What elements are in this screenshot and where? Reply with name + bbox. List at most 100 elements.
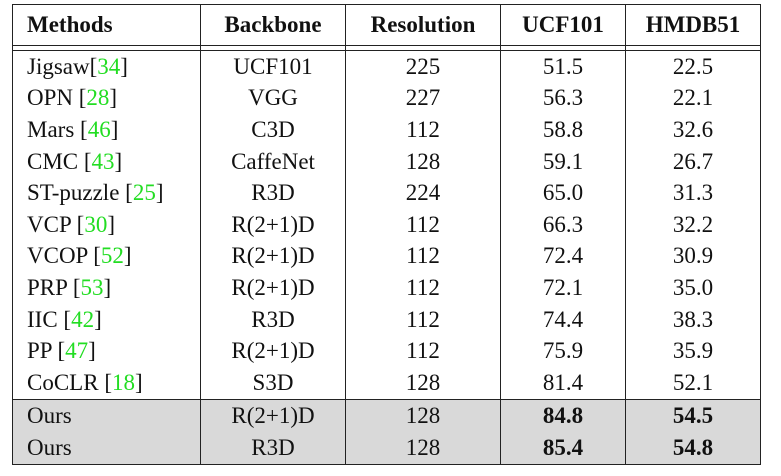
table-cell: 35.9: [625, 335, 761, 367]
table-row: VCOP [52] R(2+1)D 112 72.4 30.9: [12, 240, 761, 273]
table-cell: CaffeNet: [200, 145, 346, 178]
table-cell: 112: [345, 272, 501, 304]
table-cell: 65.0: [500, 177, 626, 209]
table-cell: S3D: [200, 366, 346, 400]
method-cell: VCOP [52]: [12, 240, 201, 273]
citation: 28: [86, 85, 110, 111]
table-cell: 128: [345, 398, 501, 432]
citation: 18: [111, 369, 135, 395]
header-cell: Methods: [12, 4, 201, 46]
table-cell: VGG: [200, 82, 346, 115]
method-cell: ST-puzzle [25]: [12, 177, 201, 209]
citation: 42: [71, 306, 95, 332]
method-text: VCOP [: [27, 243, 101, 269]
table-cell: 38.3: [625, 303, 761, 336]
table-cell: 30.9: [625, 240, 761, 273]
table-cell: 32.6: [625, 114, 761, 146]
citation: 53: [80, 274, 104, 300]
method-text: Ours: [27, 434, 72, 460]
table-cell: 112: [345, 335, 501, 367]
table-cell: 56.3: [500, 82, 626, 115]
table-cell: 112: [345, 240, 501, 273]
header-row: Methods Backbone Resolution UCF101 HMDB51: [12, 4, 761, 46]
table-row: Jigsaw[34] UCF101 225 51.5 22.5: [12, 50, 761, 83]
method-text: VCP [: [27, 211, 85, 237]
baseline-rows: Jigsaw[34] UCF101 225 51.5 22.5 OPN [28] VGG 22…: [12, 50, 761, 400]
table-cell: 85.4: [500, 431, 626, 465]
method-text: ]: [120, 53, 128, 79]
table-cell: R(2+1)D: [200, 398, 346, 432]
method-text: CoCLR [: [27, 369, 112, 395]
table-cell: R3D: [200, 431, 346, 465]
table-cell: 52.1: [625, 366, 761, 400]
method-text: ]: [107, 211, 115, 237]
citation: 46: [87, 116, 111, 142]
table-row: ST-puzzle [25] R3D 224 65.0 31.3: [12, 177, 761, 209]
method-text: IIC [: [27, 306, 72, 332]
method-cell: Ours: [12, 398, 201, 432]
table-cell: R(2+1)D: [200, 240, 346, 273]
method-text: ]: [155, 180, 164, 206]
citation: 52: [100, 243, 124, 269]
table-cell: R(2+1)D: [200, 272, 346, 304]
method-text: ST-puzzle [: [27, 180, 133, 206]
header-cell: UCF101: [500, 4, 626, 46]
results-table: Methods Backbone Resolution UCF101 HMDB51 Ji…: [12, 4, 761, 465]
table-cell: 224: [345, 177, 501, 209]
method-text: ]: [109, 85, 118, 111]
method-cell: Jigsaw[34]: [12, 50, 201, 83]
citation: 47: [65, 338, 89, 364]
table-cell: 51.5: [500, 50, 626, 83]
table-cell: R3D: [200, 303, 346, 336]
table-cell: 35.0: [625, 272, 761, 304]
table-cell: 128: [345, 366, 501, 400]
table-row: Mars [46] C3D 112 58.8 32.6: [12, 114, 761, 146]
table-cell: R(2+1)D: [200, 208, 346, 241]
table-cell: 54.5: [625, 398, 761, 432]
table-row: PP [47] R(2+1)D 112 75.9 35.9: [12, 335, 761, 367]
method-cell: CoCLR [18]: [12, 366, 201, 400]
header-cell: HMDB51: [625, 4, 761, 46]
method-text: OPN [: [27, 85, 87, 111]
method-text: ]: [94, 306, 102, 332]
table-cell: R(2+1)D: [200, 335, 346, 367]
method-text: ]: [88, 338, 96, 364]
table-cell: 66.3: [500, 208, 626, 241]
method-cell: CMC [43]: [12, 145, 201, 178]
citation: 43: [91, 148, 115, 174]
table-row: IIC [42] R3D 112 74.4 38.3: [12, 303, 761, 336]
table-cell: 31.3: [625, 177, 761, 209]
table-row: Ours R3D 128 85.4 54.8: [12, 431, 761, 465]
header-cell: Backbone: [200, 4, 346, 46]
table-cell: 26.7: [625, 145, 761, 178]
table-cell: 227: [345, 82, 501, 115]
table-row: OPN [28] VGG 227 56.3 22.1: [12, 82, 761, 115]
method-cell: PRP [53]: [12, 272, 201, 304]
table-cell: 22.5: [625, 50, 761, 83]
table-row: PRP [53] R(2+1)D 112 72.1 35.0: [12, 272, 761, 304]
table-cell: UCF101: [200, 50, 346, 83]
table-row: Ours R(2+1)D 128 84.8 54.5: [12, 398, 761, 432]
citation: 30: [84, 211, 108, 237]
method-text: PP [: [27, 338, 66, 364]
table-cell: 112: [345, 303, 501, 336]
method-text: Ours: [27, 402, 72, 428]
method-text: ]: [103, 274, 112, 300]
citation: 25: [132, 180, 156, 206]
table-cell: 225: [345, 50, 501, 83]
method-text: CMC [: [27, 148, 92, 174]
table-cell: C3D: [200, 114, 346, 146]
table-row: CMC [43] CaffeNet 128 59.1 26.7: [12, 145, 761, 178]
table-cell: 59.1: [500, 145, 626, 178]
table-cell: 58.8: [500, 114, 626, 146]
method-text: ]: [110, 116, 119, 142]
table-cell: 32.2: [625, 208, 761, 241]
table-cell: 128: [345, 431, 501, 465]
citation: 34: [97, 53, 121, 79]
method-cell: Mars [46]: [12, 114, 201, 146]
header-cell: Resolution: [345, 4, 501, 46]
separator: [12, 45, 761, 51]
table-cell: 84.8: [500, 398, 626, 432]
method-text: ]: [114, 148, 123, 174]
